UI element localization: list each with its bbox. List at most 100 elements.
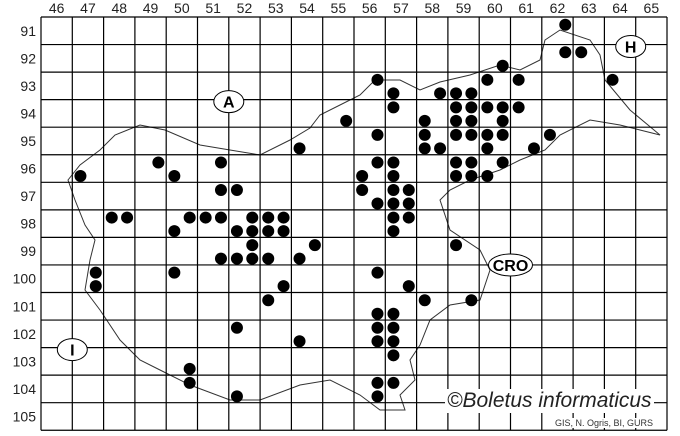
- column-label: 64: [612, 0, 628, 16]
- column-label: 58: [424, 0, 440, 16]
- occurrence-dot: [246, 252, 259, 265]
- occurrence-dot: [168, 266, 181, 279]
- occurrence-dots: [74, 18, 619, 403]
- occurrence-dot: [465, 156, 478, 169]
- occurrence-dot: [387, 197, 400, 210]
- occurrence-dot: [214, 252, 227, 265]
- occurrence-dot: [246, 225, 259, 238]
- column-label: 55: [331, 0, 347, 16]
- occurrence-dot: [465, 101, 478, 114]
- country-label-h: H: [625, 40, 637, 57]
- occurrence-dot: [371, 376, 384, 389]
- occurrence-dot: [246, 211, 259, 224]
- row-label: 96: [20, 161, 36, 177]
- occurrence-dot: [418, 114, 431, 127]
- occurrence-dot: [481, 73, 494, 86]
- occurrence-dot: [387, 335, 400, 348]
- occurrence-dot: [230, 321, 243, 334]
- row-label: 93: [20, 78, 36, 94]
- occurrence-dot: [512, 101, 525, 114]
- occurrence-dot: [434, 87, 447, 100]
- occurrence-dot: [262, 294, 275, 307]
- occurrence-dot: [371, 197, 384, 210]
- grid: [40, 16, 668, 431]
- occurrence-dot: [450, 156, 463, 169]
- occurrence-dot: [387, 156, 400, 169]
- occurrence-dot: [418, 294, 431, 307]
- row-label: 101: [13, 298, 37, 314]
- occurrence-dot: [434, 142, 447, 155]
- occurrence-dot: [575, 46, 588, 59]
- occurrence-dot: [402, 211, 415, 224]
- occurrence-dot: [340, 114, 353, 127]
- occurrence-dot: [387, 349, 400, 362]
- occurrence-dot: [293, 252, 306, 265]
- occurrence-dot: [371, 73, 384, 86]
- occurrence-dot: [371, 156, 384, 169]
- row-label: 95: [20, 133, 36, 149]
- column-label: 65: [644, 0, 660, 16]
- occurrence-dot: [89, 280, 102, 293]
- occurrence-dot: [308, 239, 321, 252]
- occurrence-dot: [387, 376, 400, 389]
- country-label-ellipse: [488, 253, 533, 277]
- column-label: 56: [362, 0, 378, 16]
- occurrence-dot: [418, 142, 431, 155]
- occurrence-dot: [214, 184, 227, 197]
- occurrence-dot: [277, 280, 290, 293]
- column-label: 54: [299, 0, 315, 16]
- column-label: 47: [80, 0, 96, 16]
- occurrence-dot: [183, 362, 196, 375]
- occurrence-dot: [496, 114, 509, 127]
- occurrence-dot: [293, 142, 306, 155]
- occurrence-dot: [402, 197, 415, 210]
- occurrence-dot: [387, 101, 400, 114]
- occurrence-dot: [230, 390, 243, 403]
- column-label: 62: [550, 0, 566, 16]
- occurrence-dot: [262, 225, 275, 238]
- occurrence-dot: [183, 376, 196, 389]
- occurrence-dot: [606, 73, 619, 86]
- column-label: 49: [143, 0, 159, 16]
- occurrence-dot: [559, 18, 572, 31]
- occurrence-dot: [387, 169, 400, 182]
- credits-text: GIS, N. Ogris, BI, GURS: [555, 418, 654, 428]
- occurrence-dot: [371, 335, 384, 348]
- occurrence-dot: [543, 128, 556, 141]
- country-label-ellipse: [213, 90, 245, 114]
- occurrence-dot: [387, 307, 400, 320]
- column-label: 60: [487, 0, 503, 16]
- country-label-ellipse: [56, 338, 88, 362]
- column-label: 46: [49, 0, 65, 16]
- occurrence-dot: [214, 156, 227, 169]
- column-label: 61: [518, 0, 534, 16]
- occurrence-dot: [387, 211, 400, 224]
- occurrence-dot: [465, 294, 478, 307]
- occurrence-dot: [387, 321, 400, 334]
- country-label-cro: CRO: [493, 258, 529, 275]
- occurrence-dot: [74, 169, 87, 182]
- row-label: 94: [20, 105, 36, 121]
- row-label: 91: [20, 23, 36, 39]
- occurrence-dot: [496, 128, 509, 141]
- occurrence-dot: [450, 101, 463, 114]
- occurrence-dot: [418, 128, 431, 141]
- occurrence-dot: [450, 239, 463, 252]
- column-labels: 46 47 48 49 50 51 52 53 54 55 56 57 58 59 60 61 62 63 64 65: [49, 0, 659, 16]
- occurrence-dot: [230, 252, 243, 265]
- occurrence-dot: [512, 73, 525, 86]
- column-label: 51: [205, 0, 221, 16]
- occurrence-dot: [481, 142, 494, 155]
- occurrence-dot: [293, 335, 306, 348]
- occurrence-dot: [481, 128, 494, 141]
- copyright-text: ©Boletus informaticus: [445, 389, 654, 413]
- country-label-a: A: [223, 95, 235, 112]
- column-label: 50: [174, 0, 190, 16]
- occurrence-dot: [402, 280, 415, 293]
- occurrence-dot: [496, 101, 509, 114]
- country-label-ellipse: [615, 35, 647, 59]
- row-label: 98: [20, 216, 36, 232]
- occurrence-dot: [402, 184, 415, 197]
